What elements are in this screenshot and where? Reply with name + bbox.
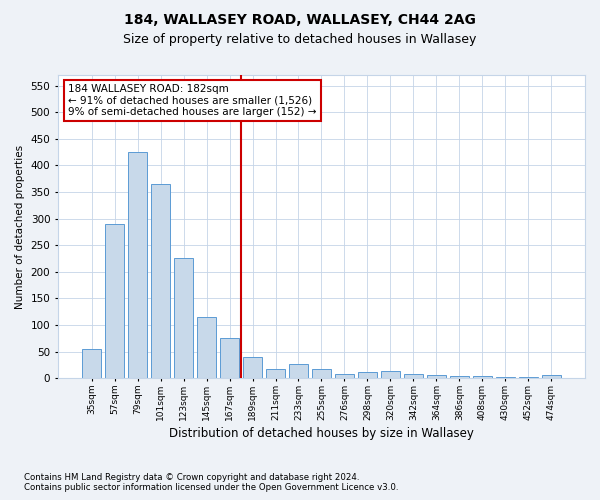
Bar	[266, 368, 285, 378]
Bar	[151, 184, 170, 378]
Bar	[312, 368, 331, 378]
Bar	[358, 372, 377, 378]
Bar	[518, 377, 538, 378]
Bar	[243, 357, 262, 378]
Text: Size of property relative to detached houses in Wallasey: Size of property relative to detached ho…	[124, 32, 476, 46]
Text: 184, WALLASEY ROAD, WALLASEY, CH44 2AG: 184, WALLASEY ROAD, WALLASEY, CH44 2AG	[124, 12, 476, 26]
Y-axis label: Number of detached properties: Number of detached properties	[15, 144, 25, 308]
Bar	[427, 376, 446, 378]
Text: Contains public sector information licensed under the Open Government Licence v3: Contains public sector information licen…	[24, 484, 398, 492]
Bar	[335, 374, 354, 378]
Bar	[542, 376, 561, 378]
Text: Contains HM Land Registry data © Crown copyright and database right 2024.: Contains HM Land Registry data © Crown c…	[24, 472, 359, 482]
Bar	[473, 376, 492, 378]
Bar	[404, 374, 423, 378]
Bar	[496, 377, 515, 378]
Bar	[105, 224, 124, 378]
Bar	[82, 349, 101, 378]
Bar	[220, 338, 239, 378]
Bar	[174, 258, 193, 378]
Bar	[449, 376, 469, 378]
Bar	[128, 152, 148, 378]
X-axis label: Distribution of detached houses by size in Wallasey: Distribution of detached houses by size …	[169, 427, 474, 440]
Bar	[289, 364, 308, 378]
Bar	[197, 317, 217, 378]
Bar	[380, 371, 400, 378]
Text: 184 WALLASEY ROAD: 182sqm
← 91% of detached houses are smaller (1,526)
9% of sem: 184 WALLASEY ROAD: 182sqm ← 91% of detac…	[68, 84, 317, 117]
